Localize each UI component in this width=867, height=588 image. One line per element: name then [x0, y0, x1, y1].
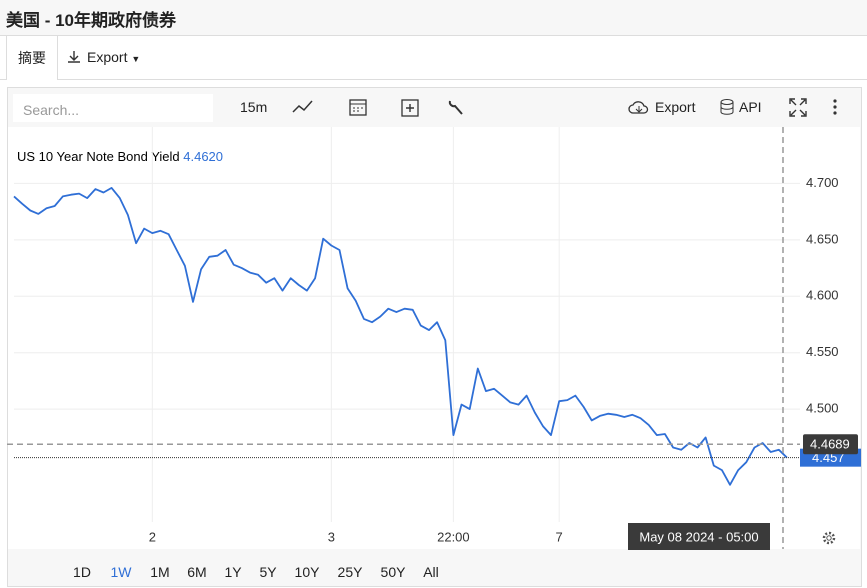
download-icon	[67, 50, 81, 69]
header	[0, 0, 867, 36]
cloud-icon	[628, 101, 649, 114]
x-tick-label: 3	[328, 529, 335, 544]
api-button[interactable]: API	[739, 99, 762, 115]
range-button[interactable]: 10Y	[294, 564, 320, 580]
range-button[interactable]: 1D	[73, 564, 91, 580]
export-tab[interactable]: Export ▼	[87, 49, 140, 65]
y-tick-label: 4.500	[806, 401, 839, 416]
tab[interactable]: Export	[87, 49, 128, 65]
caret: ▼	[131, 54, 141, 64]
x-tick-label: 22:00	[437, 529, 470, 544]
tab[interactable]: 摘要	[6, 36, 58, 80]
y-tick-label: 4.650	[806, 231, 839, 246]
search-box[interactable]: Search...	[13, 94, 213, 122]
range-button[interactable]: 25Y	[337, 564, 363, 580]
x-tick-label: 7	[556, 529, 563, 544]
crosshair-x-box	[628, 523, 770, 550]
y-tick-label: 4.600	[806, 288, 839, 303]
series-name: US 10 Year Note Bond Yield	[17, 149, 180, 164]
y-tick-label: 4.700	[806, 175, 839, 190]
chart-title: US 10 Year Note Bond Yield 4.4620	[17, 149, 223, 164]
view-icons	[789, 98, 837, 117]
range-button[interactable]: 6M	[187, 564, 207, 580]
range-button[interactable]: All	[423, 564, 439, 580]
export-button[interactable]: Export	[655, 99, 696, 115]
page-title: 美国 - 10年期政府债券	[6, 11, 177, 30]
crosshair-value-label: 4.4689	[810, 437, 850, 452]
legend-value: 4.4620	[183, 149, 223, 164]
y-tick-label: 4.550	[806, 344, 839, 359]
range-button[interactable]: 1M	[150, 564, 170, 580]
range-button[interactable]: 50Y	[380, 564, 406, 580]
plot-background	[8, 127, 860, 549]
settings-icon[interactable]	[822, 531, 836, 545]
x-tick-label: 2	[149, 529, 156, 544]
range-button[interactable]: 1Y	[224, 564, 242, 580]
db-icon	[720, 99, 734, 115]
range-button[interactable]: 5Y	[259, 564, 277, 580]
range-button[interactable]: 1W	[110, 564, 132, 580]
range-bar: 1D 1W 1M 6M 1Y 5Y 10Y 25Y 50Y All	[0, 562, 867, 582]
crosshair-x-label: May 08 2024 - 05:00	[639, 529, 758, 544]
crosshair-value-box	[803, 434, 858, 455]
tab-bar	[0, 36, 867, 80]
toolbar-icons	[292, 99, 463, 117]
line	[13, 187, 788, 486]
interval-button[interactable]: 15m	[240, 99, 268, 115]
